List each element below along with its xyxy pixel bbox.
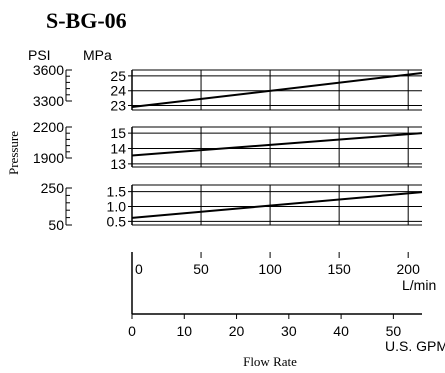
mpa-tick-label: 15 [110,125,126,141]
pressure-line-series [131,132,423,157]
psi-tick-label: 250 [41,180,65,196]
chart-title: S-BG-06 [46,8,127,33]
mpa-tick-label: 0.5 [107,213,127,229]
mpa-tick-label: 1.0 [107,198,127,214]
gpm-tick-label: 40 [333,323,349,339]
lmin-tick-label: 200 [397,261,421,277]
lmin-tick-label: 50 [193,261,209,277]
x-unit-lmin: L/min [402,277,436,293]
pressure-panel-3: 1.51.00.5 250 50 [41,180,423,233]
psi-unit-label: PSI [28,47,51,63]
mpa-tick-label: 13 [110,156,126,172]
gpm-tick-label: 0 [128,323,136,339]
x-unit-gpm: U.S. GPM [385,338,445,354]
pressure-line-series [131,71,423,109]
gpm-tick-label: 10 [176,323,192,339]
psi-tick-label: 3600 [33,62,64,78]
psi-tick-label: 1900 [33,150,64,166]
pressure-line-series [131,191,423,219]
x-axis-label: Flow Rate [243,354,297,369]
lmin-tick-label: 0 [135,261,143,277]
psi-tick-label: 3300 [33,93,64,109]
mpa-tick-label: 14 [110,141,126,157]
y-axis-label: Pressure [6,131,21,175]
psi-tick-label: 2200 [33,119,64,135]
mpa-unit-label: MPa [83,47,112,63]
lmin-tick-label: 150 [327,261,351,277]
lmin-tick-label: 100 [258,261,282,277]
mpa-tick-label: 1.5 [107,184,127,200]
mpa-tick-label: 24 [110,83,126,99]
mpa-tick-label: 23 [110,98,126,114]
gpm-tick-label: 50 [386,323,402,339]
flow-rate-axes: 0 50 100 150 200 0 10 20 30 40 50 [128,252,422,339]
psi-tick-label: 50 [48,217,64,233]
gpm-tick-label: 30 [281,323,297,339]
mpa-tick-label: 25 [110,68,126,84]
gpm-tick-label: 20 [229,323,245,339]
